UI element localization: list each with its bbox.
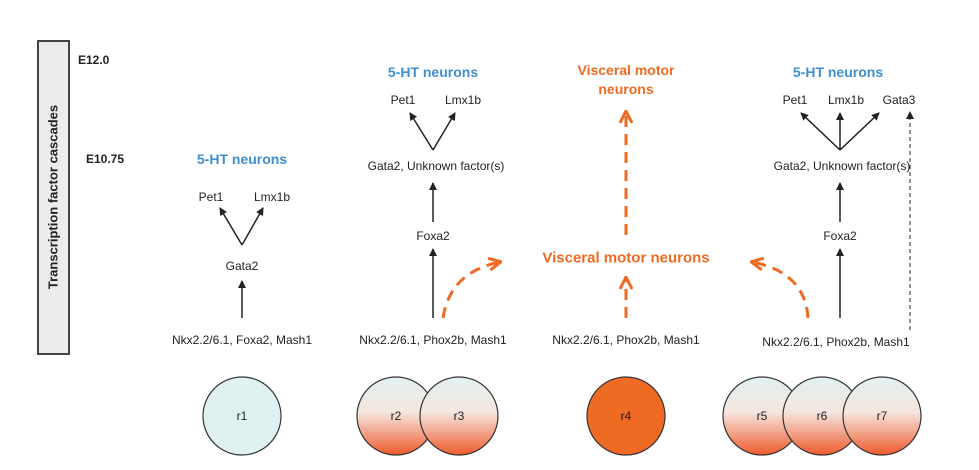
rhombomere-r4: r4 [586, 376, 666, 456]
rhombomere-r3: r3 [419, 376, 499, 456]
r567-pet1: Pet1 [782, 93, 808, 107]
arrow-gata2-to-lmx1b-r23 [432, 112, 456, 151]
r23-gata2: Gata2, Unknown factor(s) [367, 159, 505, 173]
r567-lmx1b: Lmx1b [827, 93, 865, 107]
side-label: Transcription factor cascades [45, 104, 61, 290]
arrow-gata2-to-lmx1b-r1 [241, 207, 264, 246]
r1-gata2: Gata2 [225, 259, 259, 273]
arrow-gata2-to-pet1-r23 [409, 112, 434, 151]
r23-pet1: Pet1 [390, 93, 416, 107]
r567-foxa2: Foxa2 [823, 229, 857, 243]
rhombomere-label: r4 [621, 409, 632, 423]
rhombomere-label: r5 [757, 409, 768, 423]
r23-foxa2: Foxa2 [416, 229, 450, 243]
rhombomere-label: r3 [454, 409, 465, 423]
r23-lmx1b: Lmx1b [444, 93, 482, 107]
r567-base-factors: Nkx2.2/6.1, Phox2b, Mash1 [762, 335, 910, 349]
orange-curve-r23-to-visceral [441, 262, 500, 319]
r567-gata3: Gata3 [882, 93, 916, 107]
stage-label-e1075: E10.75 [86, 152, 125, 166]
stage-label-e12: E12.0 [78, 53, 110, 67]
arrow-gata2-to-pet1-r567 [800, 112, 841, 151]
rhombomere-label: r6 [817, 409, 828, 423]
r1-lmx1b: Lmx1b [253, 190, 291, 204]
rhombomere-label: r2 [391, 409, 402, 423]
r4-mid-label: Visceral motor neurons [542, 249, 710, 267]
r1-base-factors: Nkx2.2/6.1, Foxa2, Mash1 [171, 333, 313, 347]
rhombomere-label: r1 [237, 409, 248, 423]
rhombomere-r1: r1 [202, 376, 282, 456]
r1-pet1: Pet1 [198, 190, 224, 204]
r4-title: Visceral motor neurons [577, 62, 675, 97]
r23-title: 5-HT neurons [387, 64, 479, 80]
r567-title: 5-HT neurons [792, 64, 884, 80]
r23-base-factors: Nkx2.2/6.1, Phox2b, Mash1 [359, 333, 507, 347]
rhombomere-label: r7 [877, 409, 888, 423]
r567-gata2: Gata2, Unknown factor(s) [773, 159, 911, 173]
arrow-gata2-to-pet1-r1 [219, 207, 243, 246]
orange-curve-r567-to-visceral [752, 262, 810, 319]
r1-title: 5-HT neurons [196, 151, 288, 167]
side-label-box [37, 40, 70, 355]
arrow-gata2-to-gata3-r567 [839, 112, 880, 151]
rhombomere-r7: r7 [842, 376, 922, 456]
r4-base-factors: Nkx2.2/6.1, Phox2b, Mash1 [552, 333, 700, 347]
